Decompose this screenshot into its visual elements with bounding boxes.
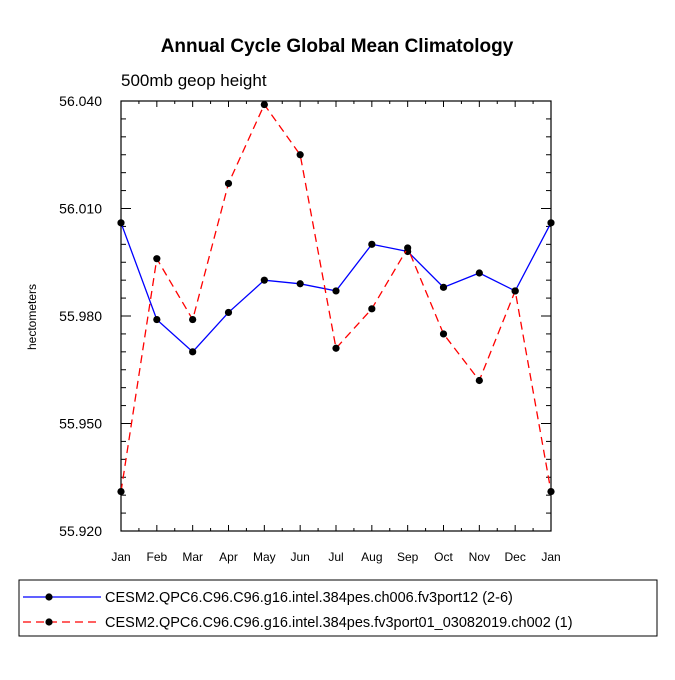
data-point	[332, 344, 340, 352]
x-tick-label: Dec	[504, 550, 525, 564]
plot-area: Jan Feb Mar Apr May Jun Jul Aug Sep Oct Nov Dec Jan 5…	[59, 93, 561, 564]
x-tick-label: Jul	[328, 550, 343, 564]
data-point	[475, 269, 483, 277]
data-point	[475, 376, 483, 385]
x-tick-label: May	[253, 550, 276, 564]
data-point	[439, 283, 448, 291]
x-tick-label: Oct	[434, 550, 453, 564]
x-tick-label: Apr	[219, 550, 238, 564]
y-axis-label: hectometers	[25, 284, 39, 350]
data-point	[224, 308, 233, 317]
y-tick-label: 55.950	[59, 416, 102, 432]
data-point	[153, 255, 161, 263]
legend-box	[18, 579, 658, 637]
data-point	[296, 280, 304, 288]
data-point	[117, 487, 125, 496]
data-point	[296, 151, 304, 159]
chart-subtitle: 500mb geop height	[121, 71, 267, 90]
data-point	[547, 219, 555, 227]
data-point	[332, 287, 340, 295]
x-tick-label: Jan	[541, 550, 560, 564]
data-point	[224, 179, 233, 188]
data-point	[404, 244, 412, 252]
legend-label: CESM2.QPC6.C96.C96.g16.intel.384pes.ch00…	[105, 590, 513, 606]
legend: CESM2.QPC6.C96.C96.g16.intel.384pes.ch00…	[18, 579, 658, 637]
data-point	[368, 240, 376, 248]
data-point	[439, 330, 448, 338]
y-tick-label: 55.920	[59, 523, 102, 539]
data-point	[153, 315, 161, 324]
x-tick-label: Sep	[397, 550, 419, 564]
x-tick-label: Nov	[469, 550, 490, 564]
y-tick-label: 56.040	[59, 93, 102, 109]
data-point	[260, 100, 268, 109]
data-point	[189, 348, 197, 356]
x-tick-label: Aug	[361, 550, 382, 564]
legend-marker	[45, 593, 53, 601]
x-tick-label: Jun	[290, 550, 309, 564]
data-point	[547, 487, 555, 496]
x-tick-label: Mar	[182, 550, 203, 564]
x-tick-label: Jan	[111, 550, 130, 564]
chart-title: Annual Cycle Global Mean Climatology	[161, 36, 514, 57]
data-point	[117, 219, 125, 227]
series-2	[117, 100, 555, 496]
data-point	[511, 287, 519, 295]
series-1	[117, 219, 555, 356]
y-tick-label: 56.010	[59, 201, 102, 217]
legend-label: CESM2.QPC6.C96.C96.g16.intel.384pes.fv3p…	[105, 615, 573, 631]
data-point	[260, 276, 268, 284]
x-tick-label: Feb	[146, 550, 167, 564]
data-point	[368, 305, 376, 313]
data-point	[189, 315, 197, 324]
y-tick-label: 55.980	[59, 308, 102, 324]
legend-marker	[45, 618, 53, 626]
